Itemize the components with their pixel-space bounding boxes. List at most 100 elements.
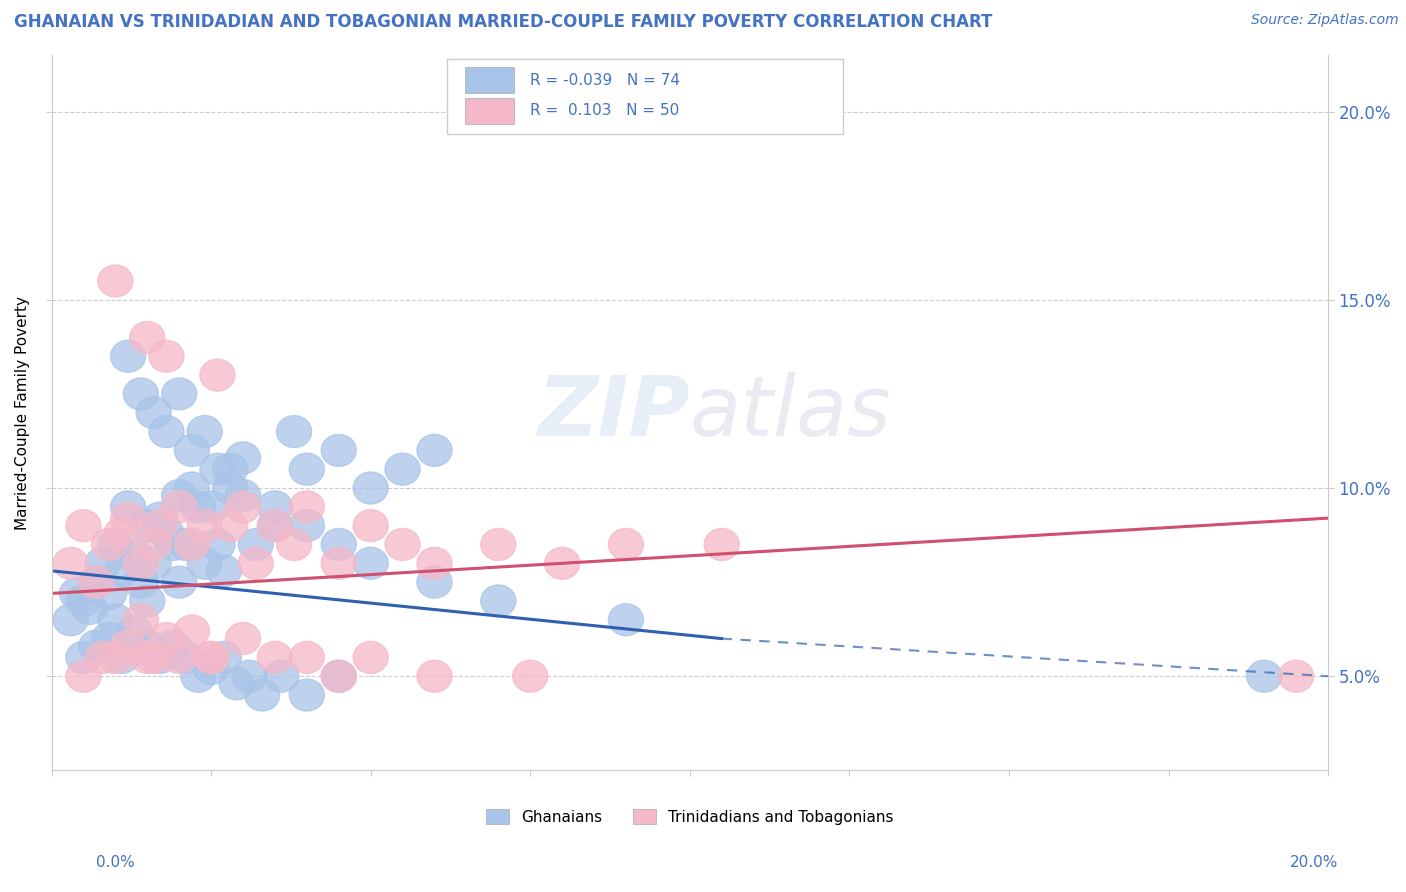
Ellipse shape bbox=[353, 472, 388, 504]
Ellipse shape bbox=[321, 660, 356, 692]
Ellipse shape bbox=[207, 555, 242, 587]
FancyBboxPatch shape bbox=[465, 67, 513, 93]
Ellipse shape bbox=[609, 604, 644, 636]
Ellipse shape bbox=[481, 585, 516, 617]
Ellipse shape bbox=[200, 453, 235, 485]
Ellipse shape bbox=[181, 491, 217, 523]
Ellipse shape bbox=[187, 416, 222, 448]
Ellipse shape bbox=[1278, 660, 1313, 692]
Ellipse shape bbox=[124, 548, 159, 579]
Ellipse shape bbox=[142, 502, 177, 534]
Ellipse shape bbox=[111, 502, 146, 534]
Ellipse shape bbox=[609, 528, 644, 560]
FancyBboxPatch shape bbox=[447, 59, 844, 134]
Ellipse shape bbox=[129, 630, 165, 662]
Ellipse shape bbox=[117, 615, 152, 647]
Ellipse shape bbox=[290, 509, 325, 541]
Ellipse shape bbox=[385, 528, 420, 560]
Ellipse shape bbox=[418, 566, 453, 599]
Ellipse shape bbox=[79, 630, 114, 662]
Text: 0.0%: 0.0% bbox=[96, 855, 135, 870]
Ellipse shape bbox=[207, 641, 242, 673]
Ellipse shape bbox=[162, 641, 197, 673]
Ellipse shape bbox=[66, 660, 101, 692]
Ellipse shape bbox=[98, 265, 134, 297]
Ellipse shape bbox=[162, 566, 197, 599]
Ellipse shape bbox=[66, 509, 101, 541]
Ellipse shape bbox=[136, 397, 172, 429]
Ellipse shape bbox=[181, 660, 217, 692]
Ellipse shape bbox=[149, 416, 184, 448]
Ellipse shape bbox=[155, 528, 190, 560]
Ellipse shape bbox=[187, 509, 222, 541]
Ellipse shape bbox=[129, 509, 165, 541]
Ellipse shape bbox=[257, 641, 292, 673]
Ellipse shape bbox=[321, 660, 356, 692]
Ellipse shape bbox=[290, 679, 325, 711]
Ellipse shape bbox=[53, 604, 89, 636]
Ellipse shape bbox=[544, 548, 579, 579]
Ellipse shape bbox=[194, 653, 229, 685]
Ellipse shape bbox=[194, 491, 229, 523]
Ellipse shape bbox=[704, 528, 740, 560]
Ellipse shape bbox=[200, 528, 235, 560]
Ellipse shape bbox=[212, 453, 247, 485]
Ellipse shape bbox=[418, 434, 453, 467]
Text: 20.0%: 20.0% bbox=[1291, 855, 1339, 870]
Ellipse shape bbox=[225, 623, 260, 655]
Ellipse shape bbox=[174, 528, 209, 560]
Ellipse shape bbox=[194, 641, 229, 673]
Ellipse shape bbox=[353, 509, 388, 541]
Ellipse shape bbox=[174, 615, 209, 647]
Ellipse shape bbox=[129, 641, 165, 673]
Ellipse shape bbox=[162, 480, 197, 511]
Ellipse shape bbox=[290, 491, 325, 523]
Legend: Ghanaians, Trinidadians and Tobagonians: Ghanaians, Trinidadians and Tobagonians bbox=[479, 803, 900, 830]
Ellipse shape bbox=[98, 528, 134, 560]
Ellipse shape bbox=[418, 660, 453, 692]
Text: R = -0.039   N = 74: R = -0.039 N = 74 bbox=[530, 72, 681, 87]
Ellipse shape bbox=[385, 453, 420, 485]
Ellipse shape bbox=[149, 340, 184, 372]
Ellipse shape bbox=[212, 509, 247, 541]
Ellipse shape bbox=[167, 641, 202, 673]
Ellipse shape bbox=[187, 548, 222, 579]
Ellipse shape bbox=[257, 509, 292, 541]
Ellipse shape bbox=[290, 641, 325, 673]
Ellipse shape bbox=[142, 509, 177, 541]
Ellipse shape bbox=[136, 641, 172, 673]
Ellipse shape bbox=[212, 472, 247, 504]
Ellipse shape bbox=[149, 517, 184, 549]
Ellipse shape bbox=[155, 630, 190, 662]
Ellipse shape bbox=[219, 668, 254, 699]
Y-axis label: Married-Couple Family Poverty: Married-Couple Family Poverty bbox=[15, 296, 30, 530]
Ellipse shape bbox=[124, 378, 159, 410]
Ellipse shape bbox=[111, 340, 146, 372]
Ellipse shape bbox=[277, 416, 312, 448]
Ellipse shape bbox=[194, 641, 229, 673]
Ellipse shape bbox=[59, 577, 94, 609]
Ellipse shape bbox=[257, 509, 292, 541]
Ellipse shape bbox=[91, 577, 127, 609]
Ellipse shape bbox=[174, 434, 209, 467]
Ellipse shape bbox=[225, 491, 260, 523]
Ellipse shape bbox=[238, 548, 273, 579]
Ellipse shape bbox=[66, 585, 101, 617]
Ellipse shape bbox=[513, 660, 548, 692]
Ellipse shape bbox=[277, 528, 312, 560]
Ellipse shape bbox=[104, 517, 139, 549]
Ellipse shape bbox=[200, 359, 235, 391]
Text: Source: ZipAtlas.com: Source: ZipAtlas.com bbox=[1251, 13, 1399, 28]
Ellipse shape bbox=[321, 434, 356, 467]
Text: atlas: atlas bbox=[690, 372, 891, 453]
Ellipse shape bbox=[167, 528, 202, 560]
Ellipse shape bbox=[84, 641, 120, 673]
Ellipse shape bbox=[162, 491, 197, 523]
Ellipse shape bbox=[104, 555, 139, 587]
Ellipse shape bbox=[353, 641, 388, 673]
Ellipse shape bbox=[136, 528, 172, 560]
Ellipse shape bbox=[124, 604, 159, 636]
Ellipse shape bbox=[129, 321, 165, 353]
Ellipse shape bbox=[264, 660, 299, 692]
Text: ZIP: ZIP bbox=[537, 372, 690, 453]
